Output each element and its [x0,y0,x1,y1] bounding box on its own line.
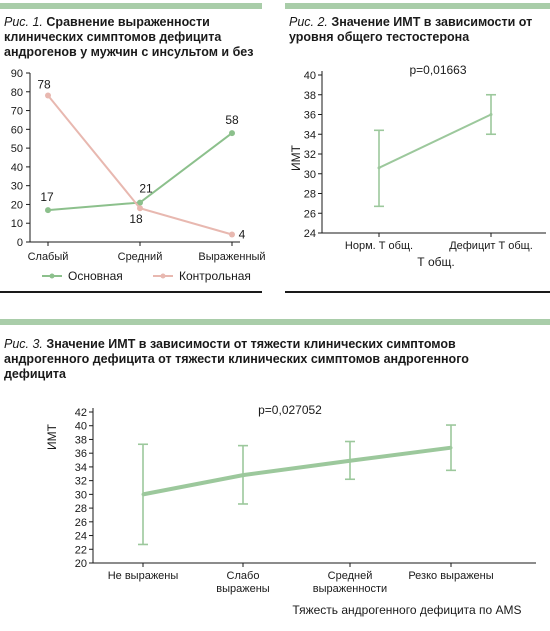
divider-left [0,291,262,293]
x-axis-label: Тяжесть андрогенного дефицита по AMS [292,603,521,617]
figure-2-number: Рис. 2. [289,15,328,29]
data-point [45,92,51,99]
y-tick-label: 30 [304,169,316,181]
x-axis-label: Т общ. [417,255,454,269]
y-tick-label: 38 [304,90,316,102]
y-tick-label: 10 [11,218,23,230]
y-tick-label: 26 [304,208,316,220]
x-tick-label: выражены [216,583,270,595]
p-value-annotation: p=0,027052 [258,403,322,417]
legend-label: Основная [68,269,123,283]
y-tick-label: 22 [75,544,87,556]
legend-marker [160,273,166,279]
x-tick-label: Слабый [28,251,69,263]
x-tick-label: Норм. Т общ. [345,240,413,252]
y-axis-label: ИМТ [289,144,303,171]
y-tick-label: 34 [304,129,316,141]
y-axis-label: ИМТ [45,423,59,450]
y-tick-label: 38 [75,434,87,446]
x-tick-label: выраженности [313,583,387,595]
y-tick-label: 0 [17,237,23,249]
mean-point [141,492,145,496]
figure-2-title: Значение ИМТ в зависимости от уровня общ… [289,15,533,44]
y-tick-label: 70 [11,106,23,118]
y-tick-label: 36 [75,448,87,460]
y-tick-label: 30 [75,489,87,501]
accent-bar-middle [0,319,550,325]
y-tick-label: 40 [304,70,316,82]
mean-line [378,113,492,169]
divider-right [285,291,550,293]
y-tick-label: 24 [304,228,316,240]
y-tick-label: 80 [11,87,23,99]
figure-1-caption: Рис. 1. Сравнение выраженности клиническ… [4,15,266,60]
p-value-annotation: p=0,01663 [409,63,466,77]
data-label: 21 [139,182,153,196]
figure-3-caption: Рис. 3. Значение ИМТ в зависимости от тя… [4,337,524,382]
y-tick-label: 32 [75,476,87,488]
mean-line [142,445,452,497]
mean-point [348,459,352,463]
y-tick-label: 36 [304,110,316,122]
x-tick-label: Слабо [227,570,260,582]
x-tick-label: Выраженный [198,251,265,263]
mean-point [377,166,381,170]
y-tick-label: 40 [11,162,23,174]
data-label: 4 [239,227,246,241]
data-label: 18 [129,212,143,226]
y-tick-label: 42 [75,407,87,419]
figure-3-number: Рис. 3. [4,337,43,351]
y-tick-label: 26 [75,517,87,529]
x-tick-label: Резко выражены [408,570,493,582]
y-tick-label: 40 [75,421,87,433]
figure-1-number: Рис. 1. [4,15,43,29]
y-tick-label: 34 [75,462,87,474]
data-point [229,130,235,137]
y-tick-label: 24 [75,531,87,543]
accent-bar-top-right [285,3,550,9]
y-tick-label: 20 [11,199,23,211]
x-tick-label: Дефицит Т общ. [449,240,533,252]
x-tick-label: Средней [328,570,373,582]
y-tick-label: 28 [304,189,316,201]
y-tick-label: 30 [11,181,23,193]
y-tick-label: 50 [11,143,23,155]
data-label: 58 [225,113,239,127]
y-tick-label: 20 [75,558,87,570]
y-tick-label: 28 [75,503,87,515]
data-point [45,207,51,214]
x-tick-label: Средний [118,251,163,263]
data-label: 78 [37,78,51,92]
mean-point [241,473,245,477]
data-point [229,231,235,238]
data-point [137,205,143,212]
data-point [137,199,143,206]
mean-point [489,113,493,116]
y-tick-label: 90 [11,68,23,80]
figure-1-title: Сравнение выраженности клинических симпт… [4,15,254,59]
legend-label: Контрольная [179,269,251,283]
y-tick-label: 32 [304,149,316,161]
figure-2-caption: Рис. 2. Значение ИМТ в зависимости от ур… [289,15,544,45]
mean-point [449,446,453,450]
legend-marker [49,273,55,279]
accent-bar-top-left [0,3,262,9]
y-tick-label: 60 [11,124,23,136]
x-tick-label: Не выражены [108,570,179,582]
figure-3-title: Значение ИМТ в зависимости от тяжести кл… [4,337,469,381]
data-label: 17 [40,190,54,204]
